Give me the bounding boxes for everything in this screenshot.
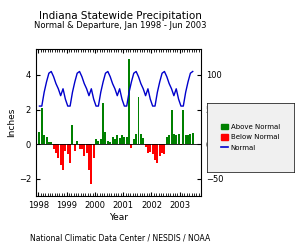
Bar bbox=[52, 144, 55, 149]
Bar bbox=[71, 125, 74, 144]
Bar bbox=[154, 144, 156, 160]
Bar bbox=[60, 144, 62, 165]
Bar bbox=[170, 110, 172, 144]
Bar bbox=[135, 134, 137, 144]
Bar bbox=[156, 144, 158, 163]
Bar bbox=[102, 103, 104, 144]
Bar bbox=[67, 144, 69, 155]
Bar bbox=[133, 139, 135, 144]
Bar bbox=[149, 144, 151, 152]
Bar bbox=[98, 141, 99, 144]
Bar bbox=[166, 137, 168, 144]
Bar bbox=[114, 139, 116, 144]
Bar bbox=[145, 144, 147, 147]
Bar bbox=[41, 108, 43, 144]
Bar bbox=[107, 141, 109, 144]
Bar bbox=[140, 134, 142, 144]
Bar bbox=[93, 144, 95, 158]
Bar bbox=[118, 138, 121, 144]
Bar bbox=[50, 142, 52, 144]
Bar bbox=[185, 135, 187, 144]
Bar bbox=[95, 139, 97, 144]
Bar bbox=[69, 144, 71, 163]
Bar bbox=[109, 142, 111, 144]
Bar bbox=[173, 134, 175, 144]
Text: Indiana Statewide Precipitation: Indiana Statewide Precipitation bbox=[39, 11, 201, 21]
Bar bbox=[55, 144, 57, 153]
Y-axis label: Inches: Inches bbox=[7, 108, 16, 137]
Bar bbox=[85, 144, 88, 153]
Bar bbox=[48, 142, 50, 144]
Bar bbox=[74, 144, 76, 151]
Bar bbox=[38, 132, 40, 144]
Legend: Above Normal, Below Normal, Normal: Above Normal, Below Normal, Normal bbox=[218, 121, 283, 154]
Bar bbox=[159, 144, 161, 156]
Bar bbox=[121, 135, 123, 144]
Bar bbox=[147, 144, 149, 153]
Text: Normal & Departure, Jan 1998 - Jun 2003: Normal & Departure, Jan 1998 - Jun 2003 bbox=[34, 21, 206, 30]
Bar bbox=[90, 144, 92, 184]
Bar bbox=[168, 135, 170, 144]
Bar bbox=[182, 110, 184, 144]
Bar bbox=[164, 144, 165, 155]
Bar bbox=[178, 134, 180, 144]
Bar bbox=[64, 144, 66, 151]
Bar bbox=[88, 144, 90, 170]
Bar bbox=[46, 137, 47, 144]
Bar bbox=[161, 144, 163, 153]
Bar bbox=[130, 144, 132, 147]
Bar bbox=[192, 133, 194, 144]
Bar bbox=[104, 132, 106, 144]
Y-axis label: mm: mm bbox=[226, 114, 235, 131]
Bar bbox=[128, 59, 130, 144]
Bar bbox=[81, 144, 83, 149]
Bar bbox=[62, 144, 64, 170]
Bar bbox=[76, 141, 78, 144]
Bar bbox=[43, 135, 45, 144]
Bar bbox=[187, 135, 189, 144]
Bar bbox=[175, 135, 177, 144]
Bar bbox=[152, 144, 154, 155]
Bar bbox=[57, 144, 59, 158]
Bar bbox=[142, 138, 144, 144]
Bar bbox=[126, 137, 128, 144]
Bar bbox=[112, 137, 113, 144]
Bar bbox=[137, 98, 140, 144]
Bar bbox=[116, 135, 118, 144]
X-axis label: Year: Year bbox=[109, 213, 128, 222]
Bar bbox=[79, 144, 80, 149]
Bar bbox=[123, 137, 125, 144]
Bar bbox=[189, 134, 191, 144]
Bar bbox=[180, 144, 182, 145]
Bar bbox=[83, 144, 85, 156]
Bar bbox=[100, 139, 102, 144]
Text: National Climatic Data Center / NESDIS / NOAA: National Climatic Data Center / NESDIS /… bbox=[30, 233, 210, 242]
